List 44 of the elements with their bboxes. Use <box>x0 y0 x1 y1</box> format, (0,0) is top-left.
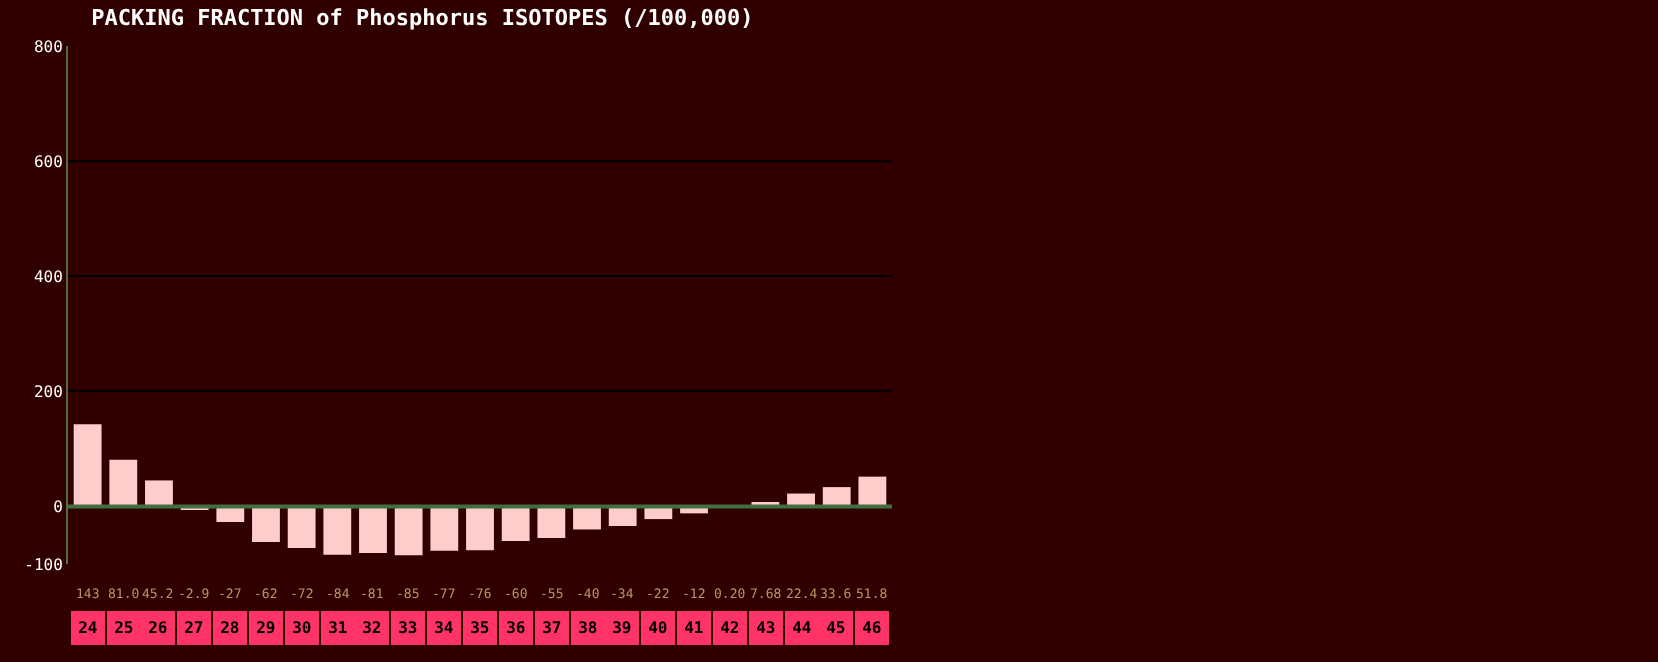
x-tick-label: 44 <box>792 619 812 637</box>
bar <box>323 506 352 555</box>
x-tick-label: 28 <box>220 619 240 637</box>
bar <box>466 506 494 551</box>
x-tick-label: 42 <box>720 619 740 637</box>
x-tick-label: 41 <box>684 619 704 637</box>
bar <box>359 506 387 554</box>
x-tick-label: 35 <box>470 619 490 637</box>
bar <box>109 459 138 507</box>
x-tick-label: 39 <box>612 619 632 637</box>
x-tick-label: 24 <box>78 619 98 637</box>
bar <box>501 506 530 541</box>
x-tick-label: 45 <box>826 619 846 637</box>
bar <box>608 506 637 527</box>
y-tick-label: 400 <box>33 267 64 286</box>
y-tick-label: -100 <box>24 555 64 574</box>
bar <box>394 506 423 556</box>
bar <box>537 506 566 539</box>
x-tick-label: 26 <box>148 619 168 637</box>
x-tick-label: 40 <box>648 619 668 637</box>
bar <box>73 424 102 507</box>
x-tick-label: 32 <box>362 619 382 637</box>
x-tick-label: 38 <box>578 619 598 637</box>
x-tick-label: 36 <box>506 619 526 637</box>
y-tick-label: 200 <box>33 382 64 401</box>
x-tick-label: 34 <box>434 619 454 637</box>
y-tick-label: 0 <box>53 498 64 517</box>
x-tick-label: 43 <box>756 619 776 637</box>
bar <box>573 506 601 530</box>
y-tick-label: 800 <box>33 37 64 56</box>
x-tick-label: 37 <box>542 619 562 637</box>
bar <box>858 476 887 507</box>
chart-title: PACKING FRACTION of Phosphorus ISOTOPES (/100,000) <box>91 5 754 32</box>
y-tick-label: 600 <box>33 152 64 171</box>
x-tick-label: 31 <box>328 619 348 637</box>
x-tick-label: 33 <box>398 619 418 637</box>
bar <box>252 506 280 543</box>
x-tick-label: 29 <box>256 619 276 637</box>
bar <box>287 506 316 548</box>
x-tick-label: 46 <box>862 619 882 637</box>
x-tick-label: 27 <box>184 619 204 637</box>
x-tick-label: 30 <box>292 619 312 637</box>
x-tick-label: 25 <box>114 619 134 637</box>
bar <box>430 506 459 551</box>
